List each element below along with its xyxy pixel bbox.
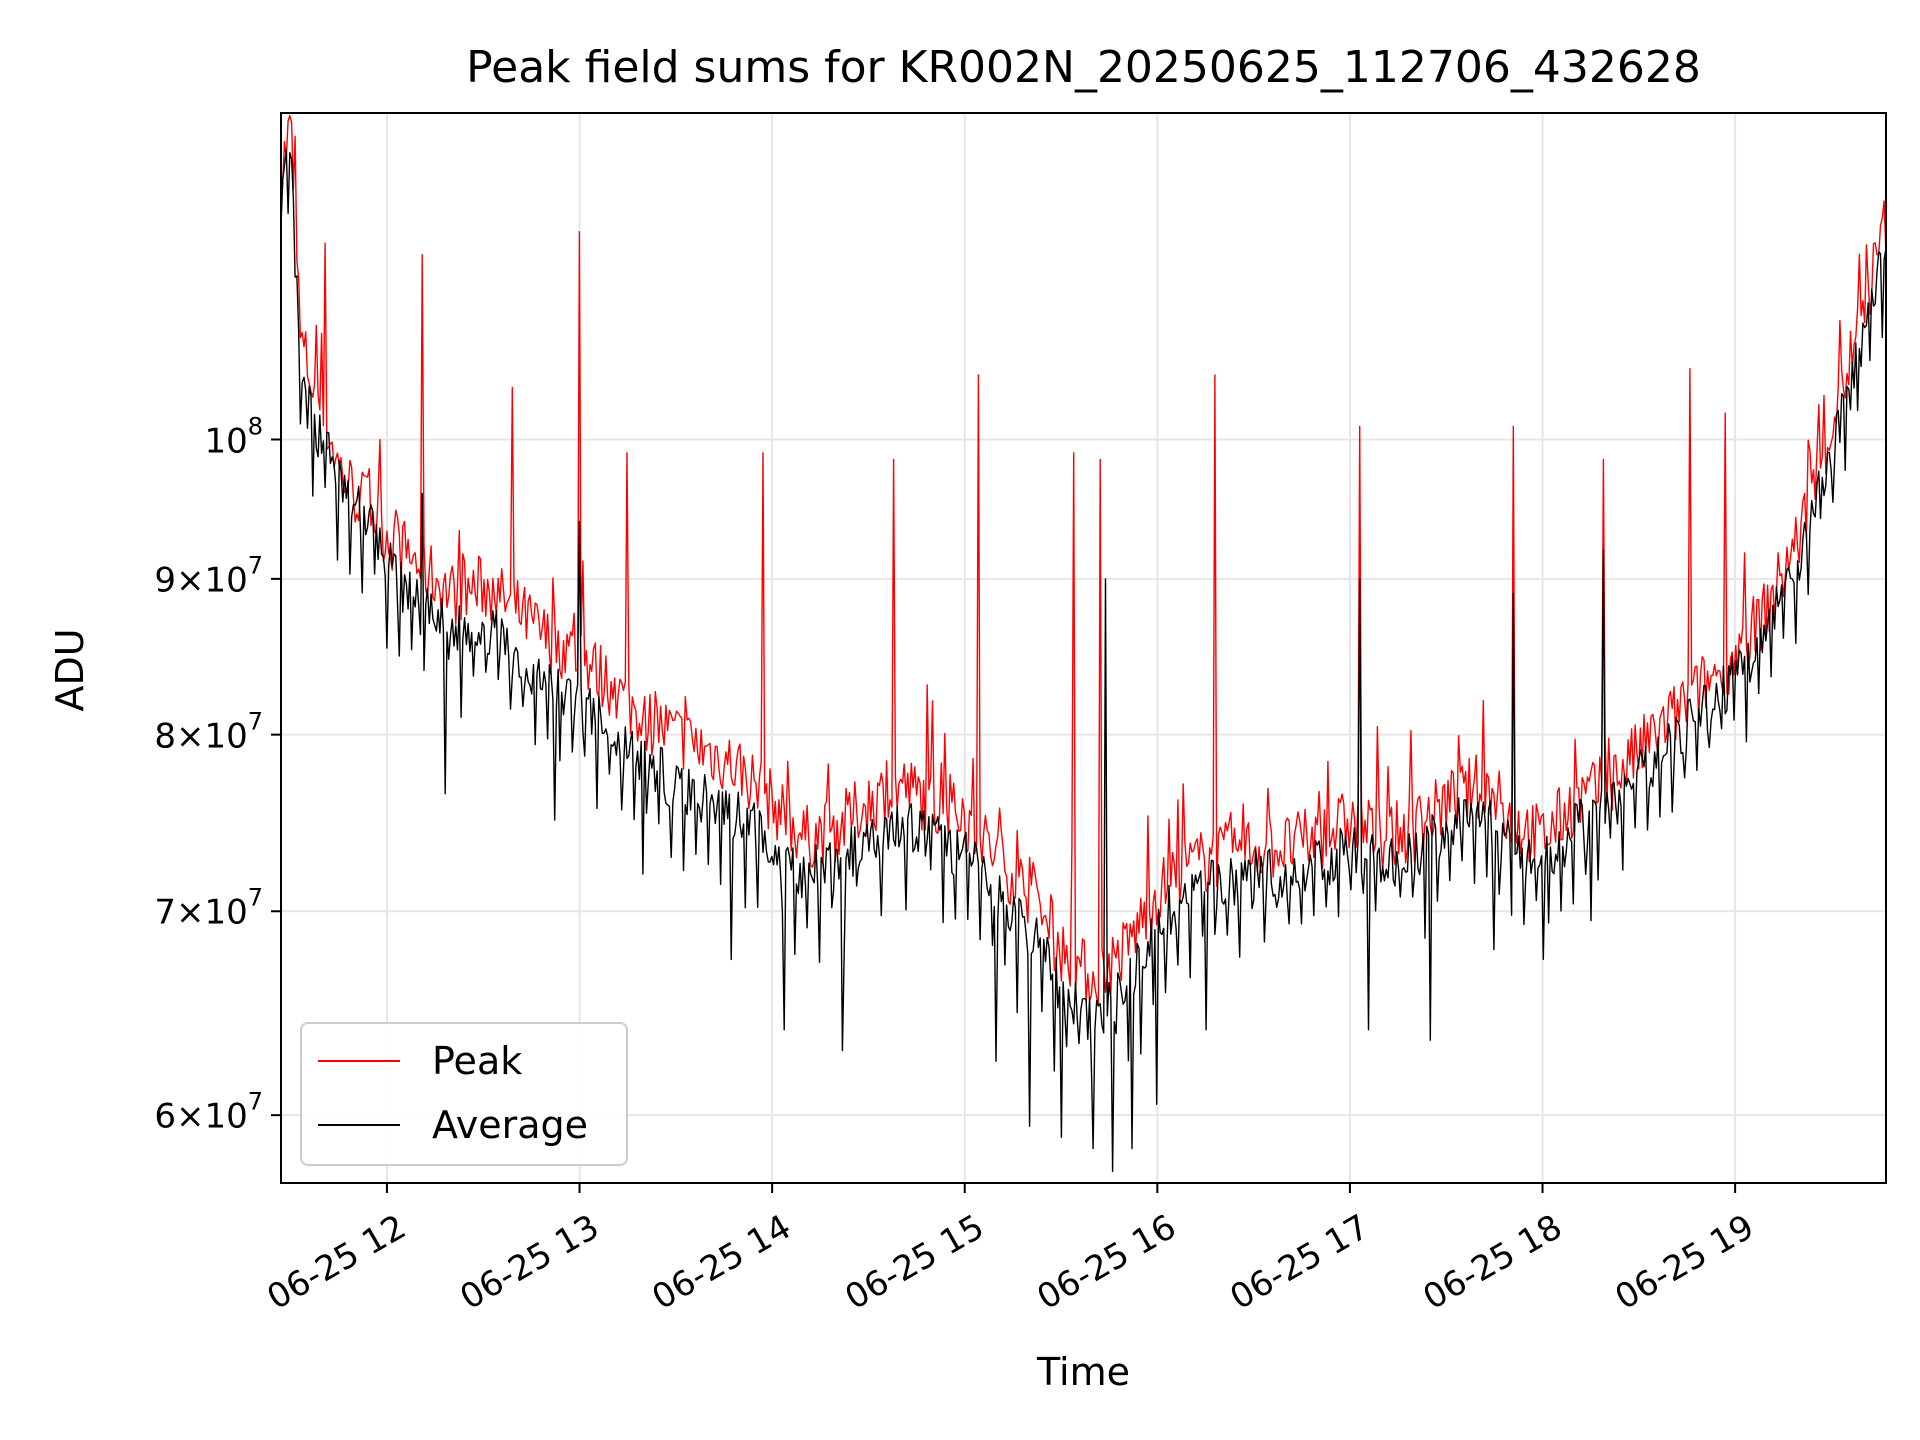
peak-series-line: [280, 114, 1887, 1006]
chart-title: Peak field sums for KR002N_20250625_1127…: [466, 42, 1701, 93]
legend: Peak Average: [300, 1022, 628, 1166]
plot-frame: [280, 112, 1887, 1184]
x-axis-label: Time: [1037, 1350, 1130, 1394]
average-series-line: [280, 149, 1887, 1173]
y-tick-label: 108: [204, 412, 263, 462]
y-tick-base: 10: [204, 716, 248, 757]
y-tick-base: 10: [204, 560, 248, 601]
tick-marks: [271, 438, 1737, 1193]
y-tick-times: ×: [175, 892, 205, 933]
y-tick-mantissa: 9: [154, 560, 176, 601]
y-tick-base: 10: [204, 892, 248, 933]
y-tick-base: 10: [204, 421, 248, 462]
y-tick-mantissa: 7: [154, 892, 176, 933]
y-tick-times: ×: [175, 1096, 205, 1137]
y-tick-label: 7×107: [154, 884, 263, 933]
y-tick-times: ×: [175, 716, 205, 757]
y-tick-exponent: 7: [247, 1087, 263, 1116]
y-tick-label: 6×107: [154, 1087, 263, 1137]
series-average: [280, 149, 1887, 1173]
legend-swatch-peak: [318, 1060, 400, 1062]
y-tick-mantissa: 6: [154, 1096, 176, 1137]
y-tick-exponent: 7: [247, 883, 263, 912]
legend-label-peak: Peak: [432, 1039, 523, 1083]
legend-item-peak: Peak: [318, 1036, 522, 1086]
y-tick-base: 10: [204, 1096, 248, 1137]
y-tick-label: 8×107: [154, 707, 263, 757]
y-tick-mantissa: 8: [154, 716, 176, 757]
y-tick-exponent: 7: [247, 551, 263, 580]
y-tick-exponent: 7: [247, 706, 263, 735]
y-axis-label: ADU: [48, 628, 92, 712]
y-tick-label: 9×107: [154, 551, 263, 601]
legend-swatch-average: [318, 1124, 400, 1126]
y-tick-exponent: 8: [247, 411, 263, 440]
legend-item-average: Average: [318, 1100, 588, 1150]
y-tick-times: ×: [175, 560, 205, 601]
series-peak: [280, 114, 1887, 1006]
legend-label-average: Average: [432, 1103, 589, 1147]
